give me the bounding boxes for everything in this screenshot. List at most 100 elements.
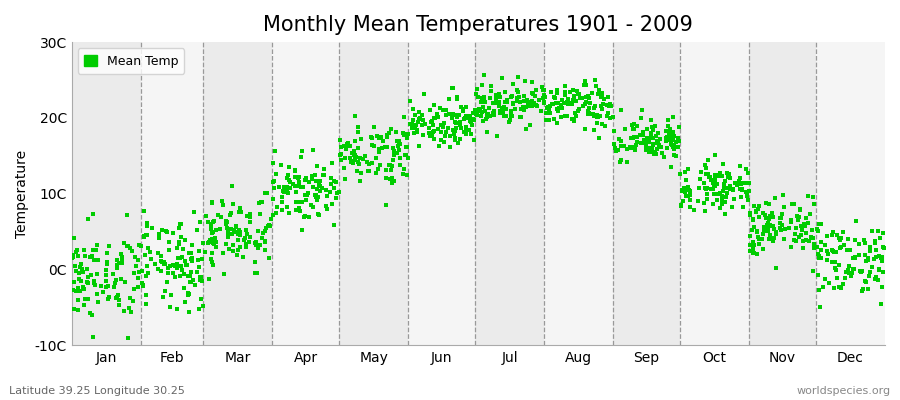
Point (110, 257, 124, 264)
Point (595, 100, 609, 107)
Point (459, 114, 473, 121)
Point (300, 192, 314, 198)
Point (400, 172, 414, 178)
Point (766, 222, 780, 229)
Point (600, 94, 615, 100)
Point (302, 213, 316, 220)
Point (648, 151, 662, 158)
Point (742, 188, 756, 194)
Point (834, 234, 849, 241)
Point (228, 229, 242, 235)
Point (387, 152, 401, 158)
Point (510, 86, 525, 93)
Point (510, 95, 525, 102)
Point (101, 283, 115, 290)
Point (282, 210, 296, 216)
Point (354, 170, 368, 176)
Point (162, 247, 176, 253)
Point (734, 174, 748, 181)
Point (446, 85, 460, 92)
Point (825, 248, 840, 254)
Point (765, 210, 779, 216)
Point (776, 192, 790, 198)
Point (110, 294, 124, 300)
Point (740, 180, 754, 187)
Point (328, 195, 343, 202)
Point (795, 227, 809, 234)
Point (673, 203, 688, 209)
Point (710, 181, 724, 187)
Point (640, 135, 654, 141)
Bar (544, 42, 613, 346)
Point (177, 284, 192, 291)
Point (384, 126, 399, 132)
Point (484, 83, 499, 89)
Point (182, 309, 196, 315)
Point (644, 117, 658, 124)
Point (68, 235, 82, 242)
Point (619, 146, 634, 152)
Point (389, 129, 403, 135)
Point (733, 186, 747, 192)
Point (592, 87, 607, 93)
Point (400, 155, 415, 162)
Point (324, 181, 338, 187)
Point (396, 171, 410, 177)
Point (214, 213, 229, 220)
Point (476, 118, 491, 124)
Point (142, 249, 157, 255)
Point (325, 201, 339, 208)
Point (475, 96, 490, 103)
Point (720, 170, 734, 176)
Point (713, 191, 727, 197)
Point (670, 144, 685, 150)
Point (327, 178, 341, 184)
Point (701, 170, 716, 177)
Point (697, 200, 711, 206)
Point (166, 270, 181, 277)
Point (504, 112, 518, 118)
Point (500, 113, 514, 120)
Point (225, 248, 239, 254)
Point (320, 206, 334, 212)
Point (599, 113, 614, 119)
Point (766, 235, 780, 241)
Point (341, 140, 356, 146)
Point (690, 197, 705, 204)
Point (666, 114, 680, 120)
Point (219, 218, 233, 224)
Point (743, 210, 758, 216)
Point (661, 122, 675, 129)
Point (489, 93, 503, 99)
Point (626, 135, 640, 142)
Point (472, 108, 487, 115)
Point (400, 135, 414, 142)
Point (572, 94, 587, 101)
Bar (613, 42, 680, 346)
Point (459, 112, 473, 119)
Point (611, 147, 625, 153)
Point (232, 209, 247, 215)
Point (71, 252, 86, 259)
Point (71, 285, 86, 292)
Point (423, 133, 437, 139)
Point (384, 163, 399, 170)
Point (202, 239, 217, 246)
Point (333, 152, 347, 158)
Point (667, 142, 681, 149)
Point (518, 104, 533, 110)
Point (454, 104, 469, 110)
Point (864, 227, 878, 234)
Point (867, 256, 881, 262)
Point (557, 88, 572, 95)
Point (386, 156, 400, 163)
Point (794, 223, 808, 229)
Point (347, 149, 362, 155)
Point (293, 184, 308, 190)
Point (112, 302, 127, 308)
Point (820, 248, 834, 254)
Point (681, 166, 696, 172)
Point (468, 107, 482, 114)
Point (66, 252, 80, 258)
Point (205, 249, 220, 256)
